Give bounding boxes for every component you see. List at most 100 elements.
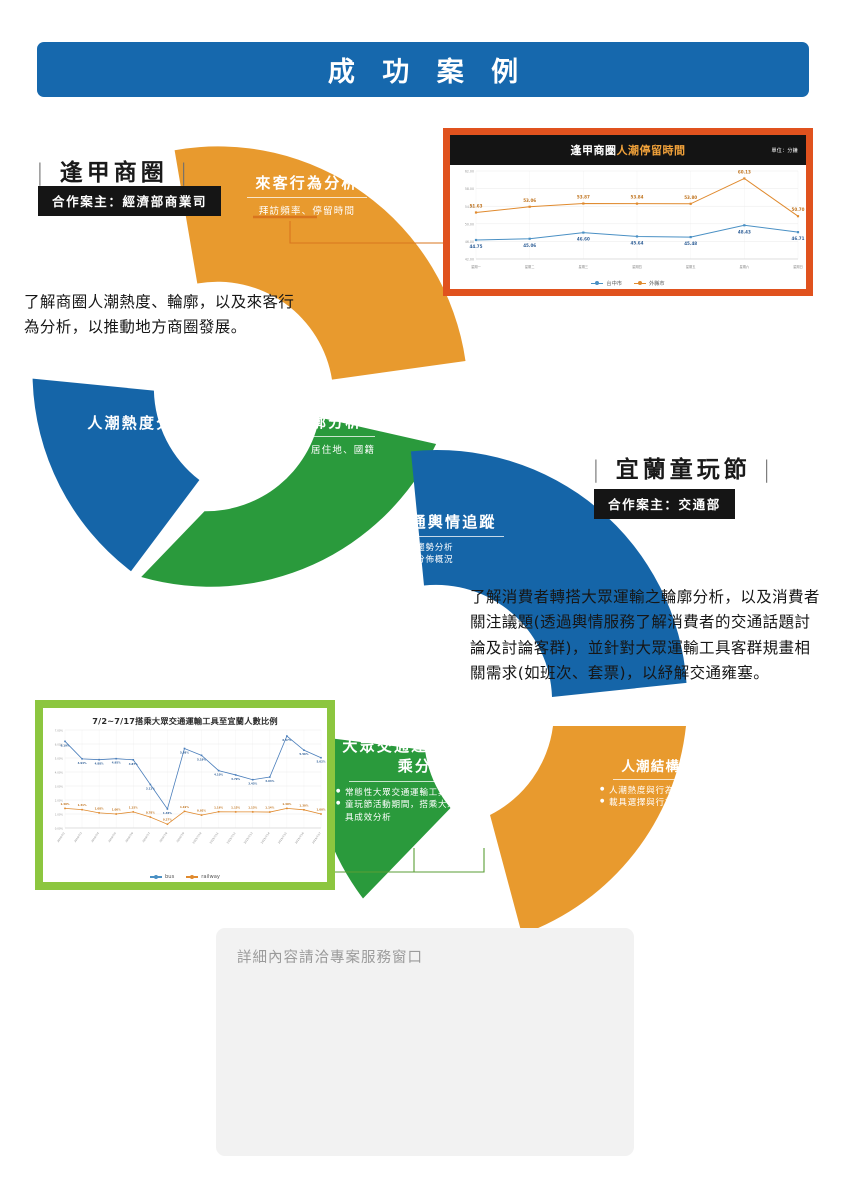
svg-text:54.00: 54.00 — [465, 205, 474, 209]
svg-text:53.06: 53.06 — [523, 198, 536, 203]
svg-text:44.75: 44.75 — [470, 244, 483, 249]
arc-shape-green-2[interactable] — [312, 736, 451, 899]
svg-text:2.00%: 2.00% — [55, 799, 64, 803]
chart-top-unit-note: 單位：分鐘 — [771, 147, 798, 154]
svg-text:53.84: 53.84 — [631, 195, 644, 200]
svg-text:2019/7/12: 2019/7/12 — [226, 831, 237, 844]
svg-text:星期五: 星期五 — [686, 264, 696, 269]
svg-text:46.71: 46.71 — [792, 236, 805, 241]
svg-text:5.56%: 5.56% — [299, 752, 308, 756]
fengjia-title-text: 逢甲商圈 — [59, 160, 168, 186]
svg-text:50.70: 50.70 — [792, 207, 805, 212]
svg-text:3.64%: 3.64% — [265, 779, 274, 783]
legend-label: 台中市 — [606, 281, 622, 287]
chart-bottom-legend: bus railway — [43, 874, 327, 880]
svg-text:50.00: 50.00 — [465, 222, 474, 226]
svg-text:5.68%: 5.68% — [180, 750, 189, 754]
legend-key-0: 台中市 — [591, 280, 622, 287]
svg-text:3.00%: 3.00% — [55, 785, 64, 789]
legend-swatch-icon — [591, 281, 604, 285]
svg-text:60.13: 60.13 — [738, 169, 751, 174]
legend-label: bus — [165, 874, 175, 880]
chart-top-title-plain: 逢甲商圈 — [570, 144, 617, 157]
contact-placeholder-text: 詳細內容請洽專案服務窗口 — [237, 950, 423, 966]
svg-text:42.00: 42.00 — [465, 258, 474, 262]
svg-text:51.63: 51.63 — [470, 203, 483, 208]
legend-swatch-icon — [150, 875, 162, 879]
svg-text:1.16%: 1.16% — [214, 805, 223, 809]
svg-text:2019/7/15: 2019/7/15 — [277, 831, 288, 844]
svg-text:2019/7/6: 2019/7/6 — [124, 831, 134, 843]
chart-card-yilan-transit-ratio[interactable]: 7/2~7/17搭乘大眾交通運輸工具至宜蘭人數比例 7.00% 6.00% 5.00… — [35, 700, 335, 890]
chart-top-header: 逢甲商圈 人潮停留時間 單位：分鐘 — [450, 135, 806, 165]
svg-text:2019/7/4: 2019/7/4 — [90, 831, 100, 843]
chart-inner-bottom: 7/2~7/17搭乘大眾交通運輸工具至宜蘭人數比例 7.00% 6.00% 5.00… — [43, 708, 327, 882]
svg-text:4.94%: 4.94% — [78, 761, 87, 765]
svg-text:1.40%: 1.40% — [282, 802, 291, 806]
svg-text:星期日: 星期日 — [793, 264, 803, 269]
svg-text:2019/7/13: 2019/7/13 — [243, 831, 254, 844]
svg-text:1.08%: 1.08% — [95, 806, 104, 810]
svg-text:1.15%: 1.15% — [248, 805, 257, 809]
svg-text:星期三: 星期三 — [579, 264, 589, 269]
chart-card-fengjia-dwell-time[interactable]: 逢甲商圈 人潮停留時間 單位：分鐘 62.00 58.00 54.00 50.00 46… — [443, 128, 813, 296]
svg-text:1.15%: 1.15% — [129, 805, 138, 809]
svg-text:星期二: 星期二 — [525, 264, 535, 269]
svg-text:3.45%: 3.45% — [248, 782, 257, 786]
svg-text:0.27%: 0.27% — [163, 818, 172, 822]
arc-shape-orange-2[interactable] — [490, 726, 686, 935]
fengjia-client-badge: 合作案主：經濟部商業司 — [38, 186, 222, 216]
svg-text:2019/7/11: 2019/7/11 — [209, 831, 220, 844]
legend-label: 外縣市 — [649, 281, 665, 287]
svg-text:3.79%: 3.79% — [231, 777, 240, 781]
chart-bottom-plot: 7.00% 6.00% 5.00% 4.00% 3.00% 2.00% 1.00% 0.00%… — [55, 729, 326, 845]
svg-text:7.00%: 7.00% — [55, 729, 64, 733]
svg-text:1.36%: 1.36% — [163, 811, 172, 815]
yilan-client-badge: 合作案主：交通部 — [594, 489, 735, 519]
arc-shape-orange-1[interactable] — [174, 146, 466, 380]
svg-text:45.06: 45.06 — [523, 243, 536, 248]
legend-key-1: railway — [186, 874, 220, 880]
svg-text:4.95%: 4.95% — [112, 761, 121, 765]
svg-text:1.00%: 1.00% — [55, 813, 64, 817]
arc-shape-blue-1[interactable] — [32, 378, 200, 572]
page-title: 成 功 案 例 — [327, 57, 528, 88]
contact-placeholder-box[interactable]: 詳細內容請洽專案服務窗口 — [216, 928, 634, 1156]
svg-text:1.40%: 1.40% — [61, 802, 70, 806]
title-bar-left: | — [36, 160, 48, 186]
arc-shape-blue-2[interactable] — [410, 450, 687, 697]
svg-text:2019/7/5: 2019/7/5 — [107, 831, 117, 843]
svg-text:5.00%: 5.00% — [55, 757, 64, 761]
svg-text:1.30%: 1.30% — [299, 803, 308, 807]
svg-text:4.87%: 4.87% — [129, 762, 138, 766]
chart-top-title-accent: 人潮停留時間 — [616, 144, 686, 157]
svg-text:1.00%: 1.00% — [112, 808, 121, 812]
svg-text:45.64: 45.64 — [631, 240, 644, 245]
section-title-yilan: | 宜蘭童玩節 | — [592, 450, 775, 484]
svg-text:1.15%: 1.15% — [231, 805, 240, 809]
svg-text:2019/7/16: 2019/7/16 — [294, 831, 305, 844]
svg-text:5.02%: 5.02% — [317, 760, 326, 764]
title-bar-right-2: | — [762, 457, 775, 483]
legend-key-0: bus — [150, 874, 174, 880]
chart-top-legend: 台中市 外縣市 — [450, 280, 806, 287]
svg-text:4.00%: 4.00% — [55, 771, 64, 775]
svg-text:3.11%: 3.11% — [146, 786, 155, 790]
svg-text:星期一: 星期一 — [471, 264, 481, 269]
svg-text:1.14%: 1.14% — [265, 806, 274, 810]
svg-text:2019/7/10: 2019/7/10 — [191, 831, 202, 844]
fengjia-description: 了解商圈人潮熱度、輪廓，以及來客行為分析，以推動地方商圈發展。 — [24, 293, 295, 337]
svg-text:6.00%: 6.00% — [55, 743, 64, 747]
legend-swatch-icon — [634, 281, 646, 285]
arc-shape-green-1[interactable] — [141, 417, 437, 587]
svg-text:2019/7/7: 2019/7/7 — [141, 831, 151, 843]
svg-text:6.19%: 6.19% — [61, 743, 70, 747]
svg-text:4.10%: 4.10% — [214, 773, 223, 777]
svg-text:2019/7/9: 2019/7/9 — [175, 831, 185, 843]
svg-text:45.48: 45.48 — [684, 241, 697, 246]
chart-inner-top: 逢甲商圈 人潮停留時間 單位：分鐘 62.00 58.00 54.00 50.00 46… — [450, 135, 806, 289]
svg-text:0.78%: 0.78% — [146, 811, 155, 815]
svg-text:46.00: 46.00 — [465, 240, 474, 244]
chart-bottom-title: 7/2~7/17搭乘大眾交通運輸工具至宜蘭人數比例 — [92, 716, 278, 726]
svg-text:1.31%: 1.31% — [78, 803, 87, 807]
